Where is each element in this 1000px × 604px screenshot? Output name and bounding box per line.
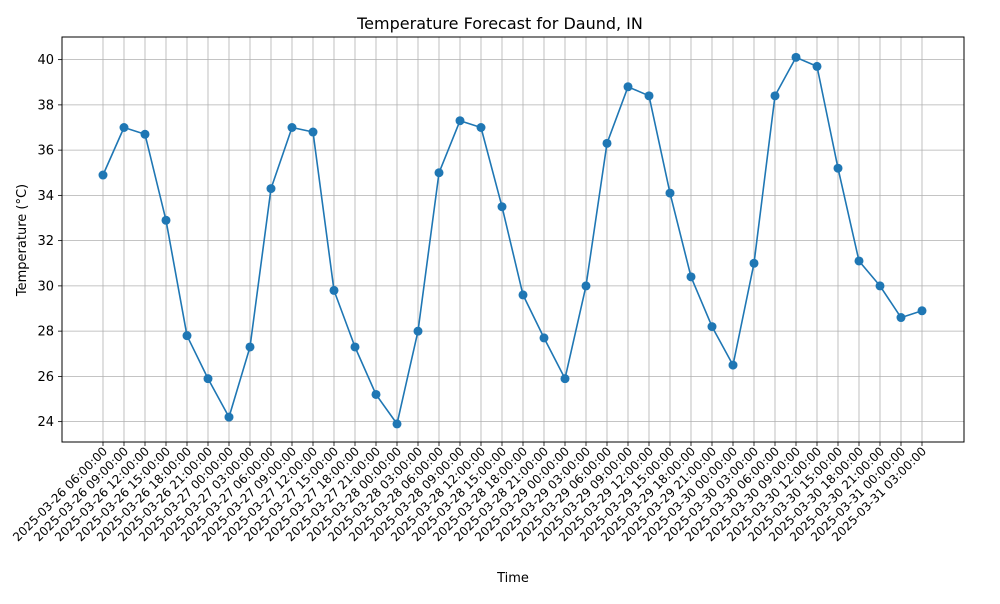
data-point [98,170,108,180]
y-tick-label: 28 [37,325,54,340]
data-point [665,188,675,198]
data-point [266,184,276,194]
data-point [245,342,255,352]
x-axis-label: Time [496,571,529,586]
data-point [161,215,171,225]
data-point [539,333,549,343]
data-point [770,91,780,101]
data-point [392,419,402,429]
data-point [518,290,528,300]
y-tick-label: 36 [37,144,54,159]
data-point [413,326,423,336]
data-point [350,342,360,352]
data-point [371,389,381,399]
data-point [812,61,822,71]
data-point [224,412,234,422]
data-point [917,306,927,316]
y-axis-label: Temperature (°C) [15,184,30,297]
data-point [707,322,717,332]
series-line [102,56,923,425]
grid [62,37,964,442]
data-point [644,91,654,101]
data-point [749,258,759,268]
y-tick-label: 34 [37,189,54,204]
data-point [581,281,591,291]
y-tick-label: 24 [37,415,54,430]
data-point [560,374,570,384]
data-point [203,374,213,384]
y-tick-label: 30 [37,279,54,294]
plot-frame [61,36,965,443]
data-point [686,272,696,282]
data-point [728,360,738,370]
data-point [833,163,843,173]
chart-title: Temperature Forecast for Daund, IN [356,14,643,33]
y-tick-label: 38 [37,98,54,113]
y-tick-label: 26 [37,370,54,385]
data-point [329,285,339,295]
series-layer [98,52,927,429]
data-point [476,123,486,133]
y-tick-label: 40 [37,53,54,68]
data-point [140,129,150,139]
data-point [791,52,801,62]
data-point [182,331,192,341]
y-tick-label: 32 [37,234,54,249]
data-point [623,82,633,92]
data-point [119,123,129,133]
data-point [287,123,297,133]
data-point [875,281,885,291]
data-point [497,202,507,212]
data-point [602,138,612,148]
y-ticks: 24 26 28 30 32 34 36 38 40 [37,53,62,430]
data-point [308,127,318,137]
data-point [854,256,864,266]
data-point [455,116,465,126]
data-point [434,168,444,178]
data-point [896,313,906,323]
